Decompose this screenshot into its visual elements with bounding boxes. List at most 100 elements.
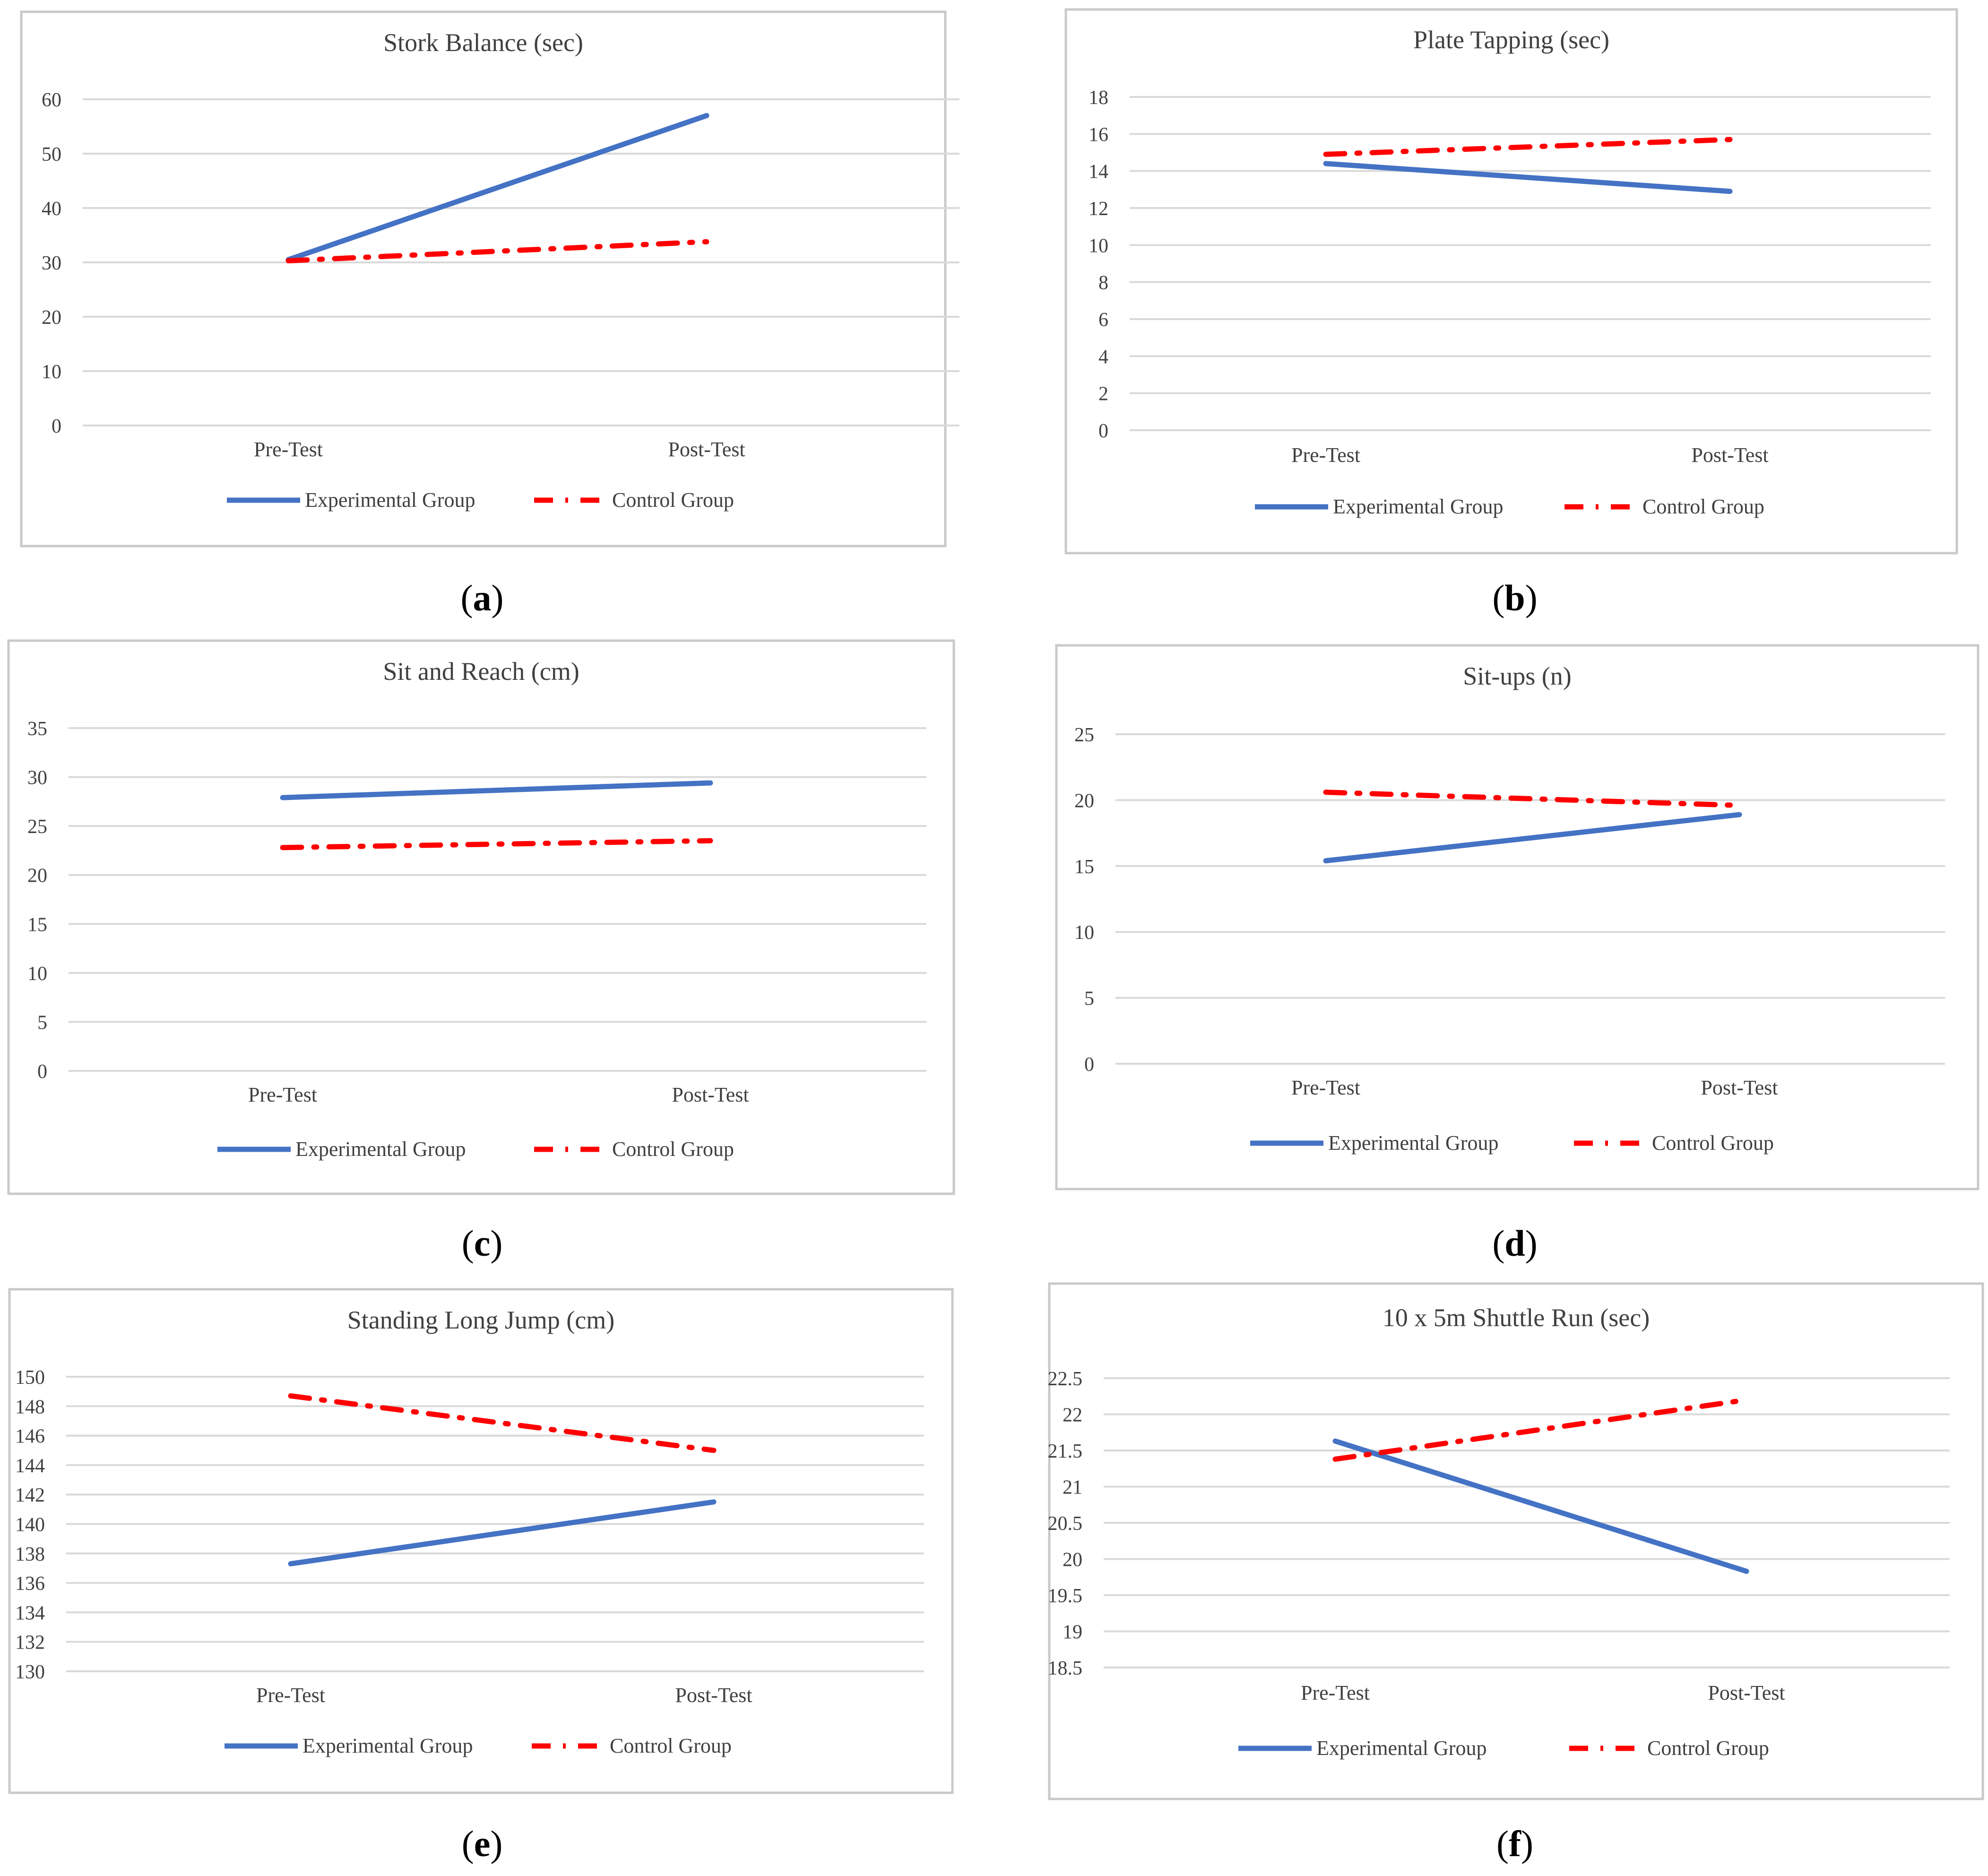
chart-d-legend-control-label: Control Group — [1652, 1131, 1774, 1155]
chart-e-control-line — [288, 1393, 717, 1453]
chart-b-y-tick-label: 4 — [1098, 346, 1108, 368]
chart-b-y-tick-label: 0 — [1098, 420, 1108, 442]
chart-a-legend-experimental-label: Experimental Group — [305, 488, 475, 512]
chart-c-y-tick-label: 10 — [27, 963, 47, 985]
chart-c-title: Sit and Reach (cm) — [383, 657, 579, 686]
chart-c-y-tick-label: 30 — [27, 767, 47, 789]
chart-c-y-tick-label: 20 — [27, 865, 47, 887]
chart-c-control-line — [280, 838, 713, 851]
chart-f-legend-control-label: Control Group — [1647, 1737, 1769, 1760]
chart-b-experimental-line — [1323, 161, 1733, 194]
caption-c: (c) — [461, 1223, 503, 1264]
chart-b-y-tick-label: 10 — [1089, 235, 1108, 257]
chart-a-y-tick-label: 20 — [42, 307, 61, 329]
chart-b-y-tick-label: 12 — [1089, 198, 1108, 220]
chart-b-legend-experimental-label: Experimental Group — [1333, 495, 1503, 518]
caption-b: (b) — [1492, 577, 1538, 618]
chart-e-y-tick-label: 144 — [15, 1455, 45, 1477]
caption-f: (f) — [1496, 1823, 1533, 1864]
chart-a-y-tick-label: 60 — [42, 89, 61, 111]
chart-f-y-tick-label: 22.5 — [1048, 1368, 1083, 1390]
chart-c-frame — [7, 639, 955, 1195]
chart-a-y-tick-label: 40 — [42, 198, 61, 220]
chart-d-y-tick-label: 5 — [1084, 988, 1094, 1010]
chart-b-x-tick-label: Pre-Test — [1291, 443, 1360, 467]
chart-d-y-tick-label: 15 — [1074, 856, 1094, 878]
chart-f-experimental-line — [1332, 1438, 1749, 1574]
chart-f-x-tick-label: Post-Test — [1708, 1681, 1785, 1704]
chart-a-title: Stork Balance (sec) — [383, 28, 583, 57]
chart-d-y-tick-label: 10 — [1074, 922, 1094, 944]
chart-f-frame — [1048, 1282, 1984, 1800]
chart-a-y-tick-label: 30 — [42, 252, 61, 274]
chart-a-x-tick-label: Pre-Test — [254, 438, 323, 461]
chart-e-y-tick-label: 136 — [15, 1573, 45, 1595]
chart-d-experimental-line — [1323, 812, 1742, 864]
chart-e-title: Standing Long Jump (cm) — [347, 1306, 614, 1334]
caption-d: (d) — [1492, 1223, 1538, 1264]
chart-e-y-tick-label: 150 — [15, 1367, 45, 1389]
chart-f-y-tick-label: 20.5 — [1048, 1513, 1083, 1535]
chart-e-y-tick-label: 148 — [15, 1396, 45, 1418]
chart-b-y-tick-label: 18 — [1089, 87, 1108, 109]
chart-e-x-tick-label: Pre-Test — [256, 1684, 325, 1707]
chart-e-y-tick-label: 130 — [15, 1661, 45, 1683]
chart-b-title: Plate Tapping (sec) — [1413, 26, 1609, 54]
chart-c-y-tick-label: 25 — [27, 816, 47, 838]
chart-e-y-tick-label: 132 — [15, 1632, 45, 1654]
chart-f-y-tick-label: 19.5 — [1048, 1585, 1083, 1607]
chart-b-y-tick-label: 14 — [1089, 161, 1108, 183]
chart-e-frame — [8, 1288, 954, 1794]
chart-f-y-tick-label: 19 — [1063, 1622, 1082, 1643]
chart-d-frame — [1055, 644, 1979, 1190]
chart-f-y-tick-label: 21 — [1063, 1477, 1082, 1499]
chart-a-x-tick-label: Post-Test — [668, 438, 745, 461]
chart-c-legend-experimental-label: Experimental Group — [295, 1138, 466, 1161]
chart-f-y-tick-label: 22 — [1063, 1405, 1082, 1426]
chart-d-title: Sit-ups (n) — [1463, 662, 1572, 690]
chart-a-y-tick-label: 0 — [52, 416, 61, 437]
chart-a-experimental-line — [285, 113, 709, 262]
chart-d-legend-experimental-label: Experimental Group — [1328, 1131, 1498, 1155]
chart-e-y-tick-label: 146 — [15, 1426, 45, 1448]
caption-a: (a) — [460, 577, 504, 618]
chart-b-y-tick-label: 6 — [1098, 309, 1108, 331]
caption-e: (e) — [461, 1823, 503, 1864]
chart-c-legend-control-label: Control Group — [612, 1138, 734, 1161]
chart-d-x-tick-label: Post-Test — [1701, 1076, 1778, 1099]
chart-e-y-tick-label: 134 — [15, 1602, 45, 1624]
chart-c-experimental-line — [280, 780, 713, 800]
chart-c-x-tick-label: Pre-Test — [248, 1083, 317, 1106]
chart-e-y-tick-label: 138 — [15, 1544, 45, 1565]
chart-e-legend-control-label: Control Group — [610, 1734, 732, 1757]
chart-b-y-tick-label: 8 — [1098, 272, 1108, 294]
chart-a-y-tick-label: 50 — [42, 144, 61, 165]
chart-f-title: 10 x 5m Shuttle Run (sec) — [1383, 1303, 1650, 1332]
chart-f-y-tick-label: 18.5 — [1048, 1658, 1083, 1679]
chart-b-control-line — [1323, 137, 1733, 157]
chart-a-frame — [20, 10, 947, 547]
chart-e-experimental-line — [288, 1499, 717, 1567]
chart-c-y-tick-label: 5 — [37, 1012, 47, 1034]
chart-d-control-line — [1323, 790, 1742, 808]
chart-a-y-tick-label: 10 — [42, 361, 61, 383]
chart-c-x-tick-label: Post-Test — [672, 1083, 749, 1106]
chart-a-legend-control-label: Control Group — [612, 488, 734, 512]
chart-d-y-tick-label: 25 — [1074, 724, 1094, 746]
chart-d-x-tick-label: Pre-Test — [1291, 1076, 1360, 1099]
chart-c-y-tick-label: 0 — [37, 1061, 47, 1083]
chart-f-y-tick-label: 21.5 — [1048, 1441, 1083, 1462]
chart-e-y-tick-label: 140 — [15, 1514, 45, 1536]
chart-e-y-tick-label: 142 — [15, 1485, 45, 1506]
chart-b-x-tick-label: Post-Test — [1691, 443, 1768, 467]
chart-f-y-tick-label: 20 — [1063, 1549, 1082, 1571]
chart-f-x-tick-label: Pre-Test — [1301, 1681, 1370, 1704]
chart-f-legend-experimental-label: Experimental Group — [1316, 1737, 1487, 1760]
chart-c-y-tick-label: 15 — [27, 914, 47, 936]
chart-d-y-tick-label: 0 — [1084, 1054, 1094, 1076]
chart-d-y-tick-label: 20 — [1074, 790, 1094, 812]
chart-e-legend-experimental-label: Experimental Group — [303, 1734, 473, 1757]
chart-b-y-tick-label: 16 — [1089, 124, 1108, 146]
chart-c-y-tick-label: 35 — [27, 718, 47, 740]
